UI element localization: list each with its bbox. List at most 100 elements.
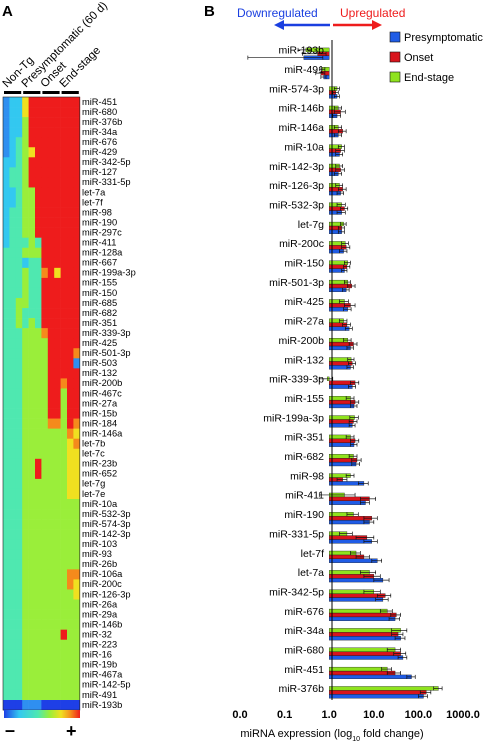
heatmap-cell — [54, 378, 61, 389]
heatmap-cell — [9, 117, 17, 128]
heatmap-cell — [54, 448, 61, 460]
heatmap-cell — [28, 639, 36, 651]
heatmap-cell — [28, 418, 36, 429]
heatmap-cell — [73, 679, 81, 691]
heatmap-cell — [60, 127, 68, 138]
heatmap-cell — [9, 167, 17, 178]
heatmap-cell — [22, 619, 29, 630]
heatmap-cell — [47, 458, 55, 470]
bar-presymptomatic — [329, 597, 384, 602]
heatmap-cell — [28, 589, 36, 600]
heatmap-row-label: miR-23b — [82, 459, 117, 469]
heatmap-cell — [15, 277, 23, 289]
heatmap-cell — [41, 358, 49, 369]
heatmap-cell — [41, 308, 49, 319]
heatmap-cell — [73, 127, 81, 138]
heatmap-cell — [28, 157, 36, 168]
heatmap-cell — [3, 438, 10, 450]
heatmap-cell — [3, 689, 10, 701]
heatmap-cell — [35, 649, 42, 661]
heatmap-cell — [22, 629, 29, 640]
heatmap-cell — [60, 418, 68, 429]
heatmap-cell — [54, 478, 61, 490]
heatmap-row-label: miR-339-3p — [82, 328, 131, 338]
heatmap-cell — [54, 700, 61, 711]
heatmap-cell — [28, 267, 36, 279]
category-label: miR-339-3p — [269, 374, 324, 386]
heatmap-cell — [47, 418, 55, 429]
heatmap-cell — [9, 448, 17, 460]
category-label: miR-146a — [278, 122, 324, 134]
heatmap-cell — [47, 277, 55, 289]
bar-end-stage — [329, 647, 396, 652]
heatmap-cell — [54, 97, 61, 108]
heatmap-cell — [54, 237, 61, 249]
heatmap-cell — [9, 127, 17, 138]
heatmap-cell — [73, 388, 81, 399]
heatmap-cell — [3, 428, 10, 439]
heatmap-cell — [67, 629, 74, 640]
heatmap-cell — [67, 509, 74, 520]
heatmap-cell — [35, 468, 42, 480]
heatmap-cell — [60, 519, 68, 530]
heatmap-cell — [67, 147, 74, 158]
heatmap-row-label: miR-667 — [82, 258, 117, 268]
heatmap-cell — [54, 338, 61, 349]
heatmap-cell — [3, 499, 10, 510]
heatmap-cell — [15, 197, 23, 208]
heatmap-cell — [28, 478, 36, 490]
bar-end-stage — [329, 628, 401, 633]
heatmap-cell — [41, 468, 49, 480]
heatmap-cell — [35, 378, 42, 389]
heatmap-cell — [15, 267, 23, 279]
heatmap-cell — [67, 287, 74, 299]
heatmap-cell — [22, 237, 29, 249]
heatmap-cell — [73, 328, 81, 339]
heatmap-cell — [35, 448, 42, 460]
heatmap-cell — [54, 197, 61, 208]
heatmap-cell — [22, 559, 29, 570]
x-tick-label: 1000.0 — [446, 709, 480, 721]
heatmap-cell — [15, 388, 23, 399]
heatmap-cell — [15, 599, 23, 610]
heatmap-cell — [15, 147, 23, 158]
heatmap-cell — [22, 488, 29, 500]
heatmap-cell — [67, 418, 74, 429]
heatmap-cell — [67, 127, 74, 138]
heatmap-cell — [54, 187, 61, 198]
heatmap-cell — [67, 197, 74, 208]
heatmap-cell — [28, 177, 36, 188]
heatmap-cell — [60, 97, 68, 108]
heatmap-cell — [9, 287, 17, 299]
heatmap-cell — [22, 318, 29, 329]
heatmap-cell — [60, 338, 68, 349]
heatmap-cell — [3, 287, 10, 299]
category-label: miR-142-3p — [269, 161, 324, 173]
heatmap-cell — [3, 408, 10, 419]
heatmap-cell — [28, 549, 36, 560]
heatmap-cell — [3, 167, 10, 178]
heatmap-cell — [28, 318, 36, 329]
heatmap-cell — [28, 519, 36, 530]
heatmap-cell — [67, 428, 74, 439]
category-label: let-7f — [301, 548, 324, 560]
heatmap-cell — [28, 227, 36, 238]
heatmap-cell — [22, 207, 29, 218]
heatmap-group-bars — [4, 91, 79, 94]
heatmap-cell — [9, 398, 17, 409]
heatmap-cell — [3, 247, 10, 259]
heatmap-cell — [60, 679, 68, 691]
group-bar — [42, 91, 60, 94]
heatmap-cell — [28, 348, 36, 359]
heatmap-cell — [73, 700, 81, 711]
heatmap-cell — [47, 388, 55, 399]
heatmap-cell — [9, 458, 17, 470]
heatmap-cell — [28, 428, 36, 439]
heatmap-cell — [22, 227, 29, 238]
heatmap-cell — [28, 649, 36, 661]
heatmap-cell — [28, 499, 36, 510]
heatmap-cell — [15, 609, 23, 620]
heatmap-cell — [22, 277, 29, 289]
category-label: miR-676 — [284, 606, 324, 618]
heatmap-cell — [22, 217, 29, 228]
